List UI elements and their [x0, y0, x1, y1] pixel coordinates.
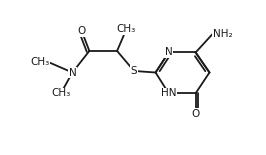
- Text: O: O: [192, 109, 200, 119]
- Text: NH₂: NH₂: [213, 29, 232, 39]
- Text: N: N: [165, 47, 173, 58]
- Text: O: O: [77, 26, 86, 36]
- Text: HN: HN: [161, 88, 176, 98]
- Text: N: N: [69, 67, 76, 78]
- Text: S: S: [131, 66, 137, 76]
- Text: CH₃: CH₃: [30, 58, 49, 67]
- Text: CH₃: CH₃: [117, 24, 136, 34]
- Text: CH₃: CH₃: [51, 88, 70, 98]
